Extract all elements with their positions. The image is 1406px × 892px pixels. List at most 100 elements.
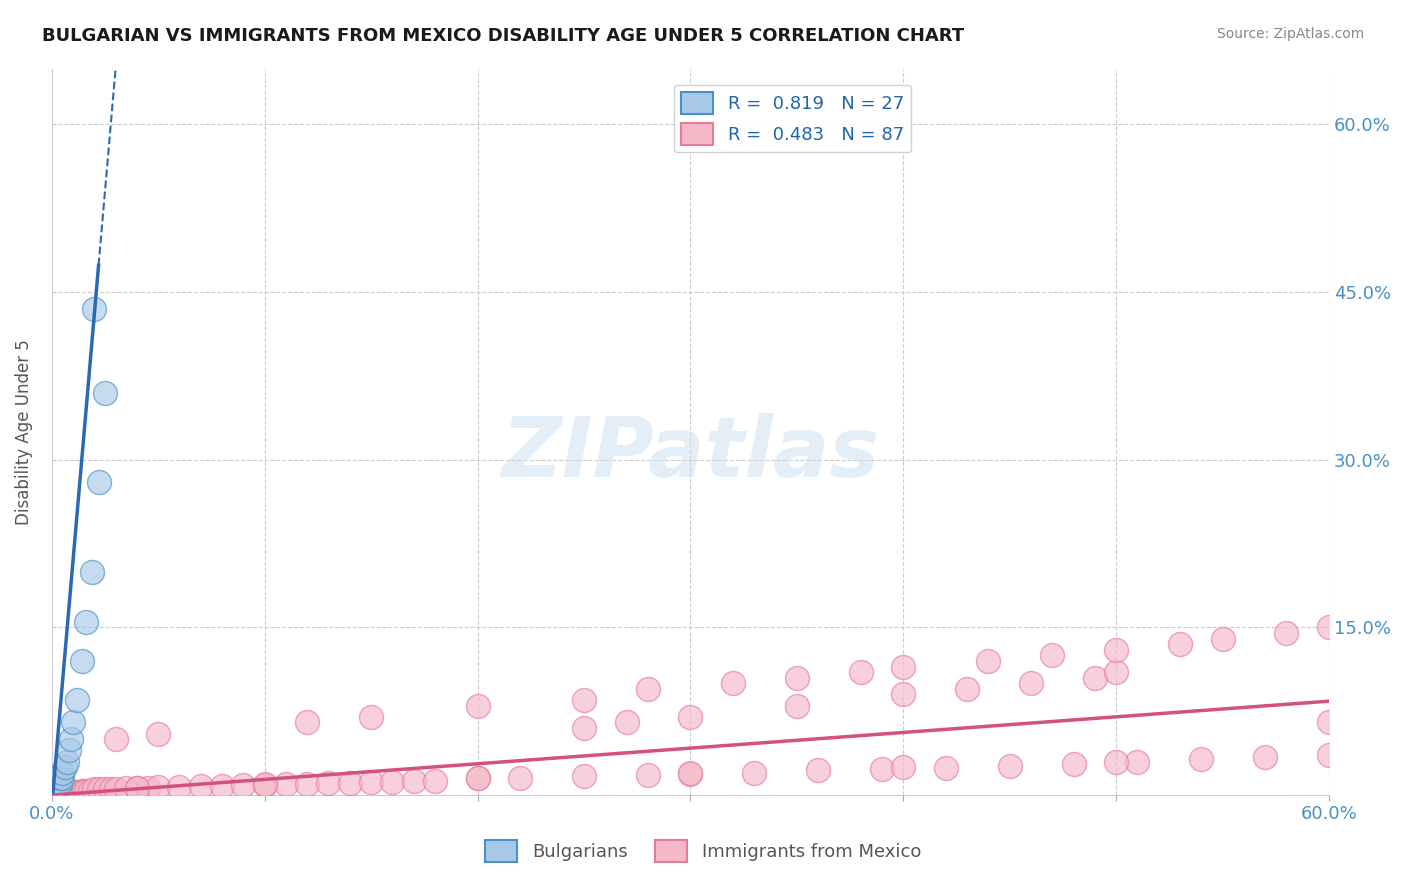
Point — [1189, 752, 1212, 766]
Point — [51, 786, 73, 800]
Y-axis label: Disability Age Under 5: Disability Age Under 5 — [15, 339, 32, 524]
Point — [83, 782, 105, 797]
Point — [100, 782, 122, 797]
Point — [62, 785, 84, 799]
Point — [66, 785, 89, 799]
Point — [46, 774, 69, 789]
Point — [232, 778, 254, 792]
Point — [998, 759, 1021, 773]
Point — [1063, 756, 1085, 771]
Point — [891, 760, 914, 774]
Point — [572, 721, 595, 735]
Point — [125, 781, 148, 796]
Point — [509, 772, 531, 786]
Point — [1105, 755, 1128, 769]
Point — [46, 786, 69, 800]
Point — [62, 715, 84, 730]
Point — [1212, 632, 1234, 646]
Point — [45, 783, 67, 797]
Point — [59, 732, 82, 747]
Point — [79, 783, 101, 797]
Point — [59, 785, 82, 799]
Point — [679, 710, 702, 724]
Point — [75, 783, 97, 797]
Text: BULGARIAN VS IMMIGRANTS FROM MEXICO DISABILITY AGE UNDER 5 CORRELATION CHART: BULGARIAN VS IMMIGRANTS FROM MEXICO DISA… — [42, 27, 965, 45]
Point — [42, 786, 65, 800]
Text: ZIPatlas: ZIPatlas — [502, 413, 879, 494]
Point — [51, 772, 73, 786]
Point — [94, 782, 117, 797]
Point — [360, 710, 382, 724]
Point — [721, 676, 744, 690]
Point — [935, 761, 957, 775]
Point — [572, 769, 595, 783]
Point — [70, 783, 93, 797]
Point — [104, 732, 127, 747]
Point — [637, 681, 659, 696]
Point — [1040, 648, 1063, 663]
Point — [42, 782, 65, 797]
Point — [807, 764, 830, 778]
Point — [75, 615, 97, 629]
Point — [190, 779, 212, 793]
Point — [49, 786, 72, 800]
Point — [1168, 637, 1191, 651]
Point — [63, 785, 86, 799]
Point — [786, 698, 808, 713]
Point — [679, 765, 702, 780]
Point — [786, 671, 808, 685]
Point — [891, 659, 914, 673]
Point — [148, 726, 170, 740]
Point — [637, 768, 659, 782]
Point — [381, 774, 404, 789]
Point — [115, 781, 138, 796]
Point — [53, 785, 76, 799]
Point — [318, 776, 340, 790]
Point — [295, 777, 318, 791]
Point — [87, 475, 110, 489]
Point — [45, 781, 67, 796]
Text: Source: ZipAtlas.com: Source: ZipAtlas.com — [1216, 27, 1364, 41]
Point — [1105, 665, 1128, 679]
Point — [46, 781, 69, 796]
Point — [1317, 747, 1340, 762]
Point — [1105, 642, 1128, 657]
Point — [211, 779, 233, 793]
Point — [1317, 715, 1340, 730]
Point — [253, 778, 276, 792]
Point — [870, 763, 893, 777]
Point — [467, 698, 489, 713]
Point — [58, 743, 80, 757]
Point — [977, 654, 1000, 668]
Point — [274, 777, 297, 791]
Point — [849, 665, 872, 679]
Point — [891, 688, 914, 702]
Point — [1084, 671, 1107, 685]
Point — [55, 785, 77, 799]
Point — [572, 693, 595, 707]
Point — [82, 565, 104, 579]
Point — [136, 781, 159, 796]
Point — [51, 765, 73, 780]
Point — [73, 783, 96, 797]
Point — [339, 776, 361, 790]
Point — [1254, 750, 1277, 764]
Point — [1317, 620, 1340, 634]
Point — [55, 755, 77, 769]
Point — [58, 785, 80, 799]
Point — [125, 781, 148, 796]
Point — [467, 772, 489, 786]
Point — [45, 786, 67, 800]
Point — [49, 772, 72, 786]
Point — [1275, 626, 1298, 640]
Point — [46, 777, 69, 791]
Point — [1019, 676, 1042, 690]
Point — [53, 760, 76, 774]
Point — [956, 681, 979, 696]
Point — [402, 773, 425, 788]
Point — [45, 779, 67, 793]
Point — [46, 779, 69, 793]
Point — [83, 301, 105, 316]
Point — [148, 780, 170, 795]
Point — [1126, 755, 1149, 769]
